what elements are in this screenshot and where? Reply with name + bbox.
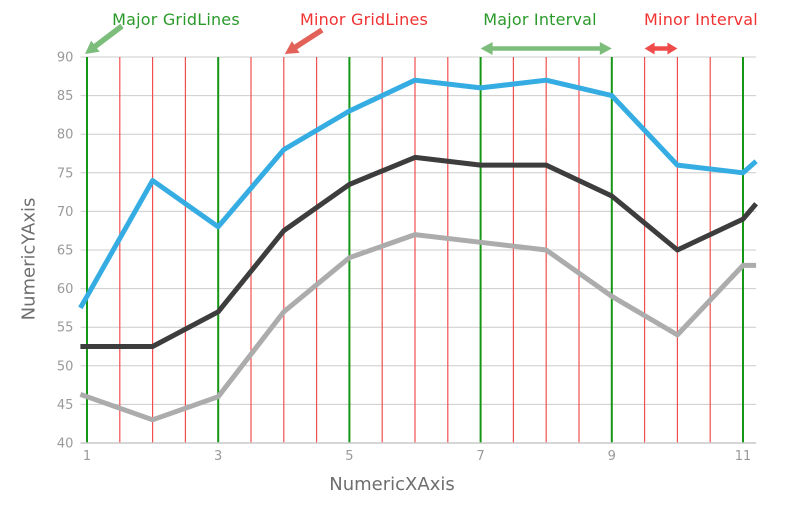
x-tick-label: 11: [735, 449, 752, 464]
y-tick-label: 65: [57, 244, 74, 259]
minor-interval-arrow: [644, 42, 678, 55]
x-axis-title: NumericXAxis: [329, 474, 455, 495]
y-tick-label: 70: [57, 205, 74, 220]
series-line-light-gray-series: [79, 232, 757, 423]
y-axis-title: NumericYAxis: [18, 197, 40, 321]
major-interval-arrow-head: [599, 42, 612, 55]
y-tick-label: 85: [57, 89, 74, 104]
minor-gridlines-arrow-head: [284, 41, 300, 54]
y-tick-label: 40: [57, 437, 74, 452]
y-tick-label: 55: [57, 321, 74, 336]
major-gridlines-arrow-shaft: [90, 23, 124, 51]
x-tick-label: 1: [83, 449, 91, 464]
major-interval-arrow: [480, 42, 612, 55]
y-tick-label: 75: [57, 166, 74, 181]
annotation-minor-gridlines: Minor GridLines: [299, 10, 429, 29]
series-line-dark-gray-series: [80, 154, 759, 349]
annotation-major-gridlines: Major GridLines: [112, 10, 240, 29]
major-gridlines-arrow: [85, 23, 124, 54]
annotation-minor-interval: Minor Interval: [644, 10, 758, 29]
minor-gridlines-arrow: [284, 27, 324, 54]
x-tick-label: 3: [214, 449, 222, 464]
x-tick-label: 7: [476, 449, 484, 464]
annotation-major-interval: Major Interval: [483, 10, 597, 29]
major-gridlines-arrow-head: [85, 40, 100, 54]
y-tick-label: 45: [57, 398, 74, 413]
x-tick-label: 5: [345, 449, 353, 464]
y-tick-label: 80: [57, 128, 74, 143]
minor-interval-arrow-head: [644, 42, 655, 55]
x-tick-label: 9: [608, 449, 616, 464]
minor-interval-arrow-head: [667, 42, 678, 55]
major-interval-arrow-head: [480, 42, 493, 55]
y-tick-label: 50: [57, 359, 74, 374]
y-tick-label: 60: [57, 282, 74, 297]
y-tick-label: 90: [57, 51, 74, 66]
minor-gridlines-arrow-shaft: [290, 27, 324, 52]
series-line-blue-series: [78, 77, 758, 310]
